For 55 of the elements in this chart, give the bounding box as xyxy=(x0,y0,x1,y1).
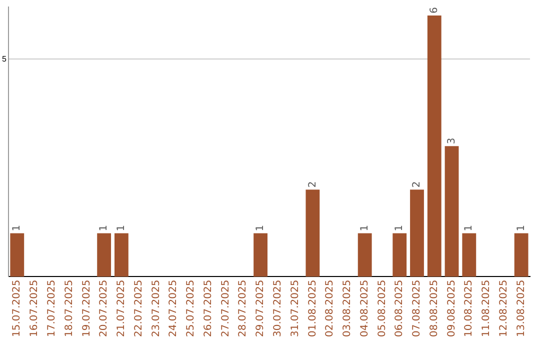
data-label: 1 xyxy=(116,224,128,232)
x-tick-label: 16.07.2025 xyxy=(29,280,40,338)
x-tick-label: 12.08.2025 xyxy=(498,280,510,338)
x-tick-label: 27.07.2025 xyxy=(220,280,232,338)
bar xyxy=(427,16,442,277)
data-label: 3 xyxy=(446,138,458,144)
bar xyxy=(444,146,459,277)
bar xyxy=(514,233,528,277)
x-tick-label: 22.07.2025 xyxy=(133,280,144,338)
x-tick-label: 04.08.2025 xyxy=(359,280,370,338)
x-tick-label: 11.08.2025 xyxy=(481,280,492,338)
data-label: 1 xyxy=(98,224,110,232)
x-tick-label: 29.07.2025 xyxy=(255,280,266,338)
data-label: 1 xyxy=(255,224,266,232)
bar xyxy=(10,233,24,277)
x-tick-label: 09.08.2025 xyxy=(446,280,458,338)
x-tick-label: 01.08.2025 xyxy=(307,280,318,338)
bar xyxy=(410,190,424,277)
x-tick-label: 28.07.2025 xyxy=(238,280,249,338)
x-tick-label: 08.08.2025 xyxy=(428,280,440,338)
data-label: 1 xyxy=(516,224,527,232)
data-label: 1 xyxy=(464,224,475,232)
x-tick-label: 06.08.2025 xyxy=(394,280,406,338)
x-tick-label: 03.08.2025 xyxy=(342,280,354,338)
x-tick-label: 10.08.2025 xyxy=(464,280,475,338)
data-label: 2 xyxy=(412,181,423,188)
x-tick-label: 25.07.2025 xyxy=(186,280,197,338)
bar xyxy=(114,233,128,277)
x-tick-label: 07.08.2025 xyxy=(412,280,423,338)
x-tick-label: 23.07.2025 xyxy=(150,280,162,338)
data-label: 6 xyxy=(428,7,440,14)
x-tick-label: 24.07.2025 xyxy=(168,280,180,338)
x-tick-label: 17.07.2025 xyxy=(46,280,58,338)
x-tick-label: 05.08.2025 xyxy=(376,280,388,338)
x-tick-label: 20.07.2025 xyxy=(98,280,110,338)
x-tick-label: 13.08.2025 xyxy=(516,280,527,338)
bar xyxy=(462,233,476,277)
y-tick-label: 5 xyxy=(2,54,7,64)
data-label: 1 xyxy=(12,224,23,232)
x-tick-label: 18.07.2025 xyxy=(64,280,75,338)
bar xyxy=(358,233,372,277)
x-tick-label: 30.07.2025 xyxy=(272,280,284,338)
bar xyxy=(392,233,407,277)
data-label: 1 xyxy=(359,224,370,232)
data-label: 1 xyxy=(394,224,406,232)
data-label: 2 xyxy=(307,181,318,188)
bar xyxy=(97,233,112,277)
bar xyxy=(306,190,320,277)
x-tick-label: 15.07.2025 xyxy=(12,280,23,338)
x-tick-label: 02.08.2025 xyxy=(324,280,336,338)
bar xyxy=(254,233,268,277)
x-tick-label: 21.07.2025 xyxy=(116,280,128,338)
x-tick-label: 31.07.2025 xyxy=(290,280,301,338)
x-tick-label: 19.07.2025 xyxy=(81,280,92,338)
x-tick-label: 26.07.2025 xyxy=(202,280,214,338)
